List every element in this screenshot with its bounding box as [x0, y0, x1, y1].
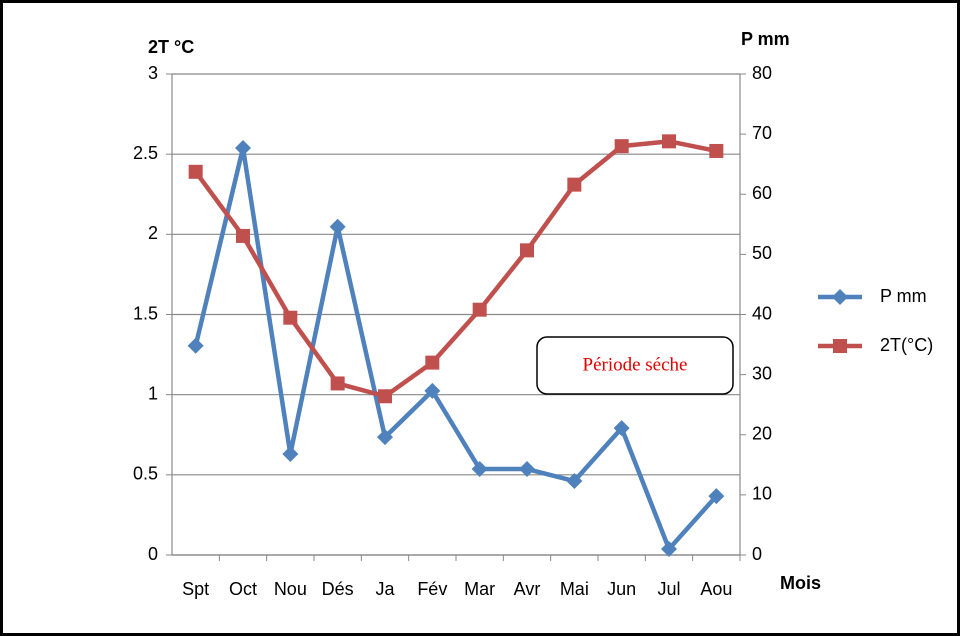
x-tick-label: Jul: [657, 579, 680, 599]
y2-tick-label: 30: [752, 363, 772, 383]
annotation: Période séche: [583, 354, 688, 375]
data-point: [662, 134, 676, 149]
y-tick-label: 0.5: [133, 464, 158, 484]
data-point: [330, 376, 345, 391]
y-tick-label: 0: [148, 544, 158, 564]
x-tick-label: Aou: [700, 579, 732, 599]
legend-marker: [832, 289, 848, 305]
y-tick-label: 2: [148, 223, 158, 243]
x-tick-label: Oct: [229, 579, 257, 599]
data-point: [235, 139, 251, 156]
x-tick-label: Nou: [274, 579, 307, 599]
x-tick-label: Avr: [514, 579, 541, 599]
legend-label: P mm: [880, 286, 927, 306]
data-point: [472, 302, 487, 317]
series-line: [193, 139, 717, 399]
data-point: [661, 540, 677, 557]
data-point: [566, 473, 583, 490]
data-point: [377, 429, 393, 446]
data-point: [187, 337, 204, 354]
data-point: [282, 445, 299, 462]
data-point: [425, 355, 440, 370]
data-point: [708, 488, 725, 505]
y-axis-label: 2T °C: [148, 37, 194, 57]
data-point: [236, 228, 250, 243]
x-tick-label: Spt: [182, 579, 209, 599]
data-point: [283, 310, 298, 325]
y2-tick-label: 20: [752, 424, 772, 444]
x-tick-label: Dés: [322, 579, 354, 599]
x-tick-label: Ja: [375, 579, 395, 599]
x-tick-label: Fév: [417, 579, 447, 599]
data-point: [424, 382, 441, 399]
legend-marker: [833, 339, 847, 353]
y-tick-label: 2.5: [133, 143, 158, 163]
y2-tick-label: 60: [752, 183, 772, 203]
data-point: [471, 461, 488, 478]
x-tick-label: Mai: [560, 579, 589, 599]
y2-tick-label: 0: [752, 544, 762, 564]
data-point: [567, 177, 582, 192]
y2-tick-label: 80: [752, 63, 772, 83]
data-point: [520, 243, 534, 258]
y2-tick-label: 50: [752, 243, 772, 263]
annotation-box: [536, 336, 734, 395]
y-tick-label: 1.5: [133, 303, 158, 323]
x-tick-label: Jun: [607, 579, 636, 599]
x-axis-label: Mois: [780, 573, 821, 593]
y2-tick-label: 10: [752, 484, 772, 504]
data-point: [709, 143, 724, 158]
y-tick-label: 1: [148, 383, 158, 403]
series-line: [193, 145, 719, 552]
data-point: [519, 461, 535, 478]
data-point: [188, 164, 203, 179]
data-point: [378, 389, 392, 404]
data-point: [613, 420, 630, 437]
x-tick-label: Mar: [464, 579, 495, 599]
y-tick-label: 3: [148, 63, 158, 83]
y2-axis-label: P mm: [741, 29, 790, 49]
legend-label: 2T(°C): [880, 335, 933, 355]
y2-tick-label: 40: [752, 303, 772, 323]
data-point: [329, 218, 346, 235]
y2-tick-label: 70: [752, 123, 772, 143]
data-point: [614, 139, 629, 154]
